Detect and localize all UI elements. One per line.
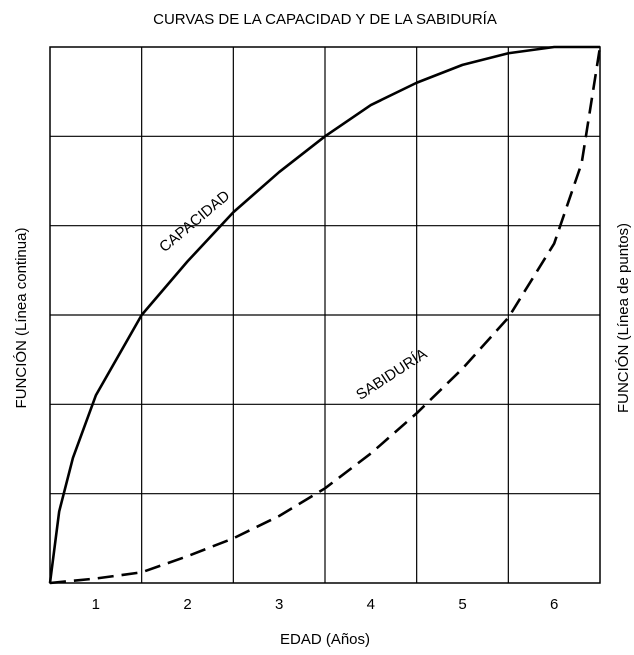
line-series [49,46,602,585]
x-tick-label: 3 [275,596,283,613]
series-label: SABIDURÍA [353,345,430,403]
y-axis-label: FUNCIÓN (Línea continua) [13,228,30,409]
plot-frame [49,46,601,584]
x-axis-label: EDAD (Años) [280,631,370,648]
x-tick-label: 2 [183,596,191,613]
x-tick-label: 4 [367,596,375,613]
y2-axis-label: FUNCIÓN (Línea de puntos) [615,223,632,413]
x-tick-label: 6 [550,596,558,613]
x-tick-label: 1 [92,596,100,613]
x-tick-label: 5 [458,596,466,613]
series-label: CAPACIDAD [156,187,233,256]
chart-title: CURVAS DE LA CAPACIDAD Y DE LA SABIDURÍA [153,11,497,28]
line-series [48,45,600,584]
